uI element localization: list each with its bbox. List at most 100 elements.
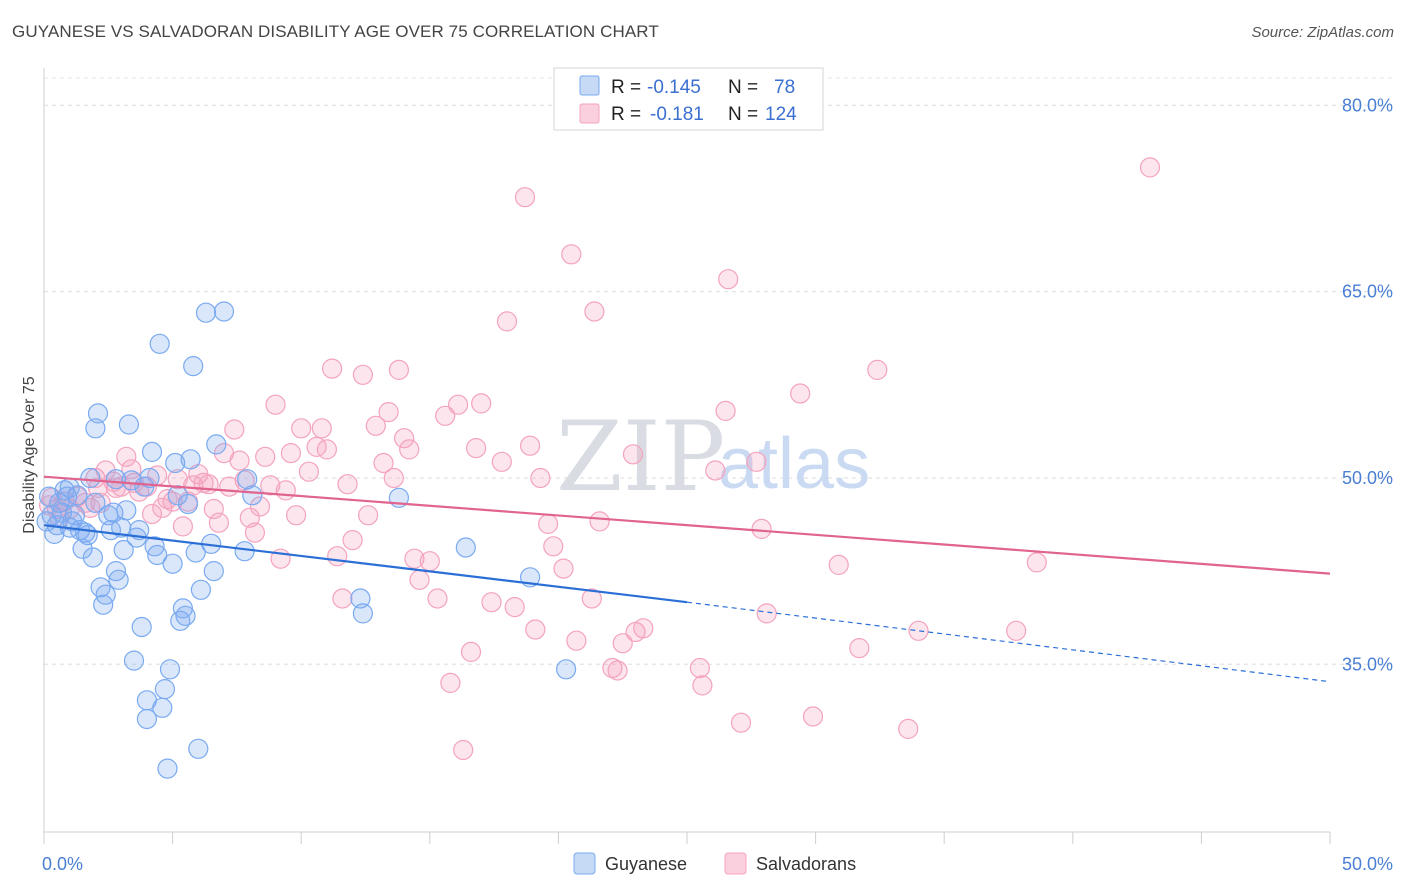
legend: R = -0.145 N = 78 R = -0.181 N = 124 (553, 67, 824, 131)
point-guyanese (157, 758, 178, 779)
point-salvadorans (751, 518, 772, 540)
point-guyanese (77, 524, 98, 546)
point-salvadorans (448, 394, 469, 415)
grid-lines (44, 77, 1393, 665)
point-salvadorans (622, 444, 644, 465)
point-salvadorans (239, 507, 260, 528)
point-salvadorans (298, 461, 319, 482)
y-axis-title: Disability Age Over 75 (21, 376, 38, 534)
point-salvadorans (519, 435, 541, 456)
point-salvadorans (589, 511, 610, 532)
point-guyanese (141, 441, 163, 462)
point-guyanese (183, 356, 204, 377)
point-guyanese (85, 418, 106, 439)
point-salvadorans (157, 489, 178, 510)
point-salvadorans (514, 187, 536, 208)
point-salvadorans (388, 359, 409, 380)
point-salvadorans (543, 536, 564, 557)
point-salvadorans (419, 551, 440, 572)
legend-n-value-2: 124 (765, 104, 797, 125)
point-guyanese (175, 605, 196, 626)
point-salvadorans (612, 633, 633, 654)
watermark: ZIP atlas (556, 401, 870, 513)
point-salvadorans (530, 467, 551, 489)
point-salvadorans (172, 516, 193, 537)
legend-r-label-1: R = (611, 77, 641, 98)
point-salvadorans (383, 467, 404, 489)
point-salvadorans (352, 364, 373, 385)
legend-swatch-salvadorans (579, 103, 600, 124)
point-salvadorans (581, 588, 602, 609)
point-salvadorans (491, 451, 512, 472)
point-salvadorans (332, 588, 353, 609)
point-salvadorans (167, 469, 188, 490)
point-salvadorans (141, 503, 163, 525)
point-salvadorans (1026, 552, 1047, 573)
point-guyanese (108, 569, 129, 590)
point-salvadorans (358, 505, 379, 526)
point-salvadorans (746, 451, 767, 472)
point-salvadorans (504, 596, 525, 618)
point-guyanese (123, 650, 145, 671)
point-guyanese (555, 659, 577, 680)
point-salvadorans (481, 592, 502, 613)
point-salvadorans (633, 618, 654, 639)
point-guyanese (67, 485, 88, 506)
trend-line-guyanese (43, 524, 688, 604)
point-guyanese (136, 708, 157, 730)
point-guyanese (113, 539, 134, 561)
point-salvadorans (561, 244, 582, 265)
point-salvadorans (208, 512, 229, 533)
point-salvadorans (409, 569, 430, 590)
legend-r-value-2: -0.181 (650, 104, 704, 125)
point-salvadorans (692, 675, 713, 696)
point-guyanese (75, 522, 96, 543)
point-salvadorans (466, 438, 487, 459)
point-guyanese (152, 697, 173, 718)
point-guyanese (131, 616, 152, 638)
point-guyanese (195, 302, 217, 323)
point-salvadorans (756, 603, 777, 624)
point-guyanese (95, 584, 116, 605)
point-guyanese (350, 588, 371, 609)
y-tick-label: 50.0% (1342, 468, 1393, 488)
point-guyanese (180, 449, 201, 470)
point-salvadorans (553, 558, 574, 579)
point-guyanese (64, 505, 86, 526)
point-salvadorans (224, 419, 245, 440)
point-salvadorans (908, 620, 929, 641)
y-tick-label: 65.0% (1342, 282, 1393, 302)
point-salvadorans (867, 359, 888, 380)
point-salvadorans (602, 657, 623, 679)
point-salvadorans (316, 439, 337, 460)
point-salvadorans (1139, 157, 1161, 178)
point-guyanese (80, 467, 101, 489)
point-salvadorans (399, 439, 420, 460)
point-guyanese (242, 485, 263, 506)
point-guyanese (116, 500, 137, 521)
x-ticks (43, 832, 1331, 844)
chart-title: GUYANESE VS SALVADORAN DISABILITY AGE OV… (12, 22, 659, 41)
point-salvadorans (828, 554, 849, 576)
point-salvadorans (404, 548, 425, 569)
point-salvadorans (435, 405, 456, 426)
point-guyanese (159, 659, 181, 680)
point-salvadorans (802, 706, 824, 727)
watermark-atlas: atlas (718, 424, 870, 504)
trend-line-extension-guyanese (686, 601, 1331, 683)
point-guyanese (105, 469, 127, 490)
point-salvadorans (394, 428, 415, 449)
point-salvadorans (566, 630, 587, 651)
point-guyanese (352, 603, 373, 624)
point-guyanese (118, 414, 139, 435)
point-salvadorans (116, 446, 137, 467)
legend-n-label-1: N = (728, 77, 758, 98)
point-salvadorans (260, 475, 281, 496)
bottom-legend: Guyanese Salvadorans (573, 852, 856, 875)
point-salvadorans (525, 619, 546, 640)
point-salvadorans (322, 358, 343, 379)
point-guyanese (154, 678, 175, 700)
point-salvadorans (584, 301, 605, 322)
x-tick-label-min: 0.0% (42, 854, 83, 874)
